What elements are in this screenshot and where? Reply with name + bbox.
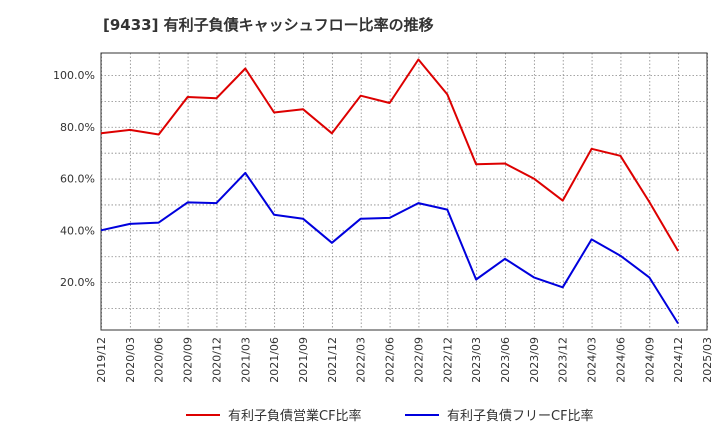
x-tick-label: 2021/12 bbox=[326, 337, 339, 383]
y-tick-label: 40.0% bbox=[60, 224, 95, 237]
x-axis: 2019/12 2020/03 2020/06 2020/09 2020/12 2021/… bbox=[95, 337, 714, 383]
legend: 有利子負債営業CF比率 有利子負債フリーCF比率 bbox=[186, 408, 594, 424]
x-tick-label: 2023/09 bbox=[528, 337, 541, 383]
x-tick-label: 2023/12 bbox=[557, 337, 570, 383]
x-tick-label: 2020/03 bbox=[124, 337, 137, 383]
x-tick-label: 2021/06 bbox=[268, 337, 281, 383]
y-tick-label: 100.0% bbox=[53, 69, 95, 82]
x-tick-label: 2019/12 bbox=[95, 337, 108, 383]
x-tick-label: 2024/03 bbox=[586, 337, 599, 383]
x-tick-label: 2023/06 bbox=[499, 337, 512, 383]
x-tick-label: 2020/09 bbox=[182, 337, 195, 383]
y-axis: 20.0% 40.0% 60.0% 80.0% 100.0% bbox=[53, 69, 95, 289]
grid-lines bbox=[101, 53, 708, 330]
x-tick-label: 2022/06 bbox=[384, 337, 397, 383]
x-tick-label: 2025/03 bbox=[701, 337, 714, 383]
legend-label-1: 有利子負債営業CF比率 bbox=[228, 408, 362, 424]
x-tick-label: 2021/03 bbox=[239, 337, 252, 383]
x-tick-label: 2022/09 bbox=[412, 337, 425, 383]
x-tick-label: 2022/03 bbox=[355, 337, 368, 383]
x-tick-label: 2024/06 bbox=[614, 337, 627, 383]
series-line-2 bbox=[100, 171, 679, 325]
y-tick-label: 20.0% bbox=[60, 276, 95, 289]
x-tick-label: 2022/12 bbox=[441, 337, 454, 383]
legend-label-2: 有利子負債フリーCF比率 bbox=[447, 408, 594, 424]
y-tick-label: 80.0% bbox=[60, 121, 95, 134]
x-tick-label: 2020/12 bbox=[210, 337, 223, 383]
x-tick-label: 2024/12 bbox=[672, 337, 685, 383]
series-lines bbox=[100, 58, 679, 325]
plot-frame bbox=[100, 52, 708, 331]
x-tick-label: 2024/09 bbox=[643, 337, 656, 383]
y-tick-label: 60.0% bbox=[60, 173, 95, 186]
series-line-1 bbox=[100, 58, 679, 252]
x-tick-label: 2020/06 bbox=[153, 337, 166, 383]
x-tick-label: 2021/09 bbox=[297, 337, 310, 383]
chart-title: [9433] 有利子負債キャッシュフロー比率の推移 bbox=[103, 16, 434, 34]
x-tick-label: 2023/03 bbox=[470, 337, 483, 383]
